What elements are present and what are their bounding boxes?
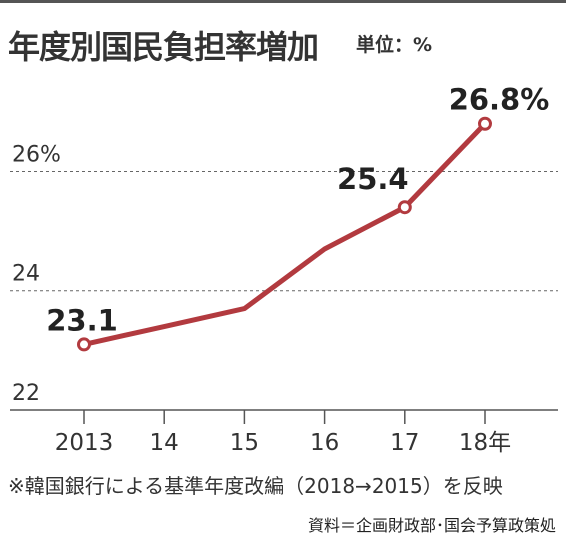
data-point-marker bbox=[478, 116, 492, 131]
unit-label: 単位：% bbox=[356, 34, 433, 56]
data-label: 23.1 bbox=[46, 303, 118, 337]
data-point-marker bbox=[77, 337, 91, 352]
top-rule bbox=[0, 0, 566, 3]
x-tick-label: 18年 bbox=[459, 430, 511, 456]
footnote: ※韓国銀行による基準年度改編（2018→2015）を反映 bbox=[8, 474, 503, 498]
series-line bbox=[81, 121, 488, 347]
x-tick-label: 14 bbox=[150, 430, 179, 456]
source-label: 資料＝企画財政部･国会予算政策処 bbox=[307, 516, 556, 535]
x-tick-label: 16 bbox=[310, 430, 339, 456]
data-label: 26.8% bbox=[449, 83, 550, 117]
data-point-marker bbox=[397, 200, 412, 215]
x-tick-label: 17 bbox=[390, 430, 419, 456]
x-tick-label: 15 bbox=[230, 430, 259, 456]
y-tick-label: 24 bbox=[12, 262, 40, 287]
y-tick-label: 26% bbox=[12, 142, 61, 167]
chart-title: 年度別国民負担率増加 bbox=[8, 28, 319, 66]
x-tick-label: 2013 bbox=[55, 430, 114, 456]
data-label: 25.4 bbox=[337, 162, 409, 196]
y-tick-label: 22 bbox=[12, 381, 40, 406]
